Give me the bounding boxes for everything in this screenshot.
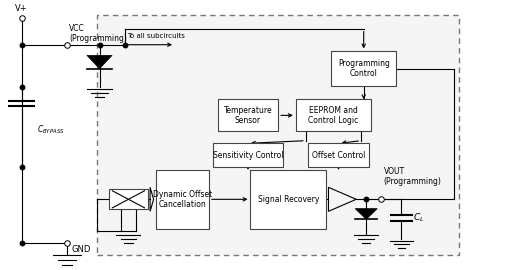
FancyBboxPatch shape bbox=[156, 170, 209, 229]
FancyBboxPatch shape bbox=[217, 99, 278, 131]
FancyBboxPatch shape bbox=[308, 143, 368, 167]
FancyBboxPatch shape bbox=[250, 170, 325, 229]
Text: Offset Control: Offset Control bbox=[311, 151, 365, 160]
FancyBboxPatch shape bbox=[97, 15, 459, 255]
FancyBboxPatch shape bbox=[330, 51, 395, 86]
FancyBboxPatch shape bbox=[109, 189, 147, 210]
Text: $C_L$: $C_L$ bbox=[412, 212, 423, 224]
Text: $C_{BYPASS}$: $C_{BYPASS}$ bbox=[36, 124, 64, 136]
Text: To all subcircuits: To all subcircuits bbox=[127, 33, 185, 39]
Text: VCC
(Programming): VCC (Programming) bbox=[69, 24, 127, 43]
FancyBboxPatch shape bbox=[295, 99, 371, 131]
Text: EEPROM and
Control Logic: EEPROM and Control Logic bbox=[308, 106, 358, 125]
Text: Signal Recovery: Signal Recovery bbox=[257, 195, 318, 204]
Text: VOUT
(Programming): VOUT (Programming) bbox=[383, 167, 441, 186]
Text: Dynamic Offset
Cancellation: Dynamic Offset Cancellation bbox=[153, 190, 212, 209]
Text: V+: V+ bbox=[15, 4, 28, 13]
Text: Sensitivity Control: Sensitivity Control bbox=[212, 151, 283, 160]
Polygon shape bbox=[355, 209, 377, 219]
Text: Temperature
Sensor: Temperature Sensor bbox=[223, 106, 272, 125]
Text: GND: GND bbox=[72, 245, 91, 254]
Text: Programming
Control: Programming Control bbox=[337, 59, 389, 78]
Polygon shape bbox=[87, 55, 112, 69]
FancyBboxPatch shape bbox=[212, 143, 283, 167]
